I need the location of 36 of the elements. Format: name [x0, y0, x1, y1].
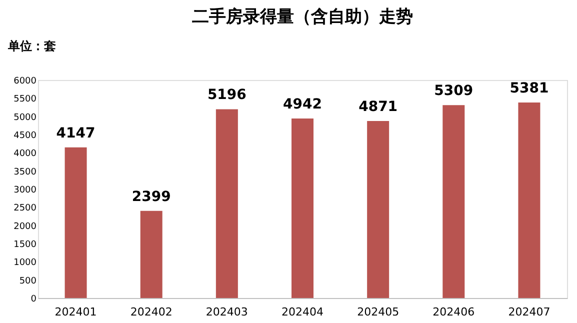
- y-tick-label: 5500: [14, 94, 37, 105]
- x-tick-label: 202407: [508, 306, 550, 318]
- x-tick-label: 202402: [130, 306, 172, 318]
- y-tick-label: 5000: [14, 112, 37, 123]
- y-tick-label: 3000: [14, 186, 37, 196]
- x-tick-label: 202403: [206, 306, 248, 318]
- bar: [64, 147, 87, 298]
- data-label: 5196: [207, 87, 246, 104]
- y-tick-label: 2500: [14, 204, 37, 214]
- data-label: 5381: [510, 80, 549, 96]
- y-tick-label: 3500: [14, 167, 37, 178]
- bar: [442, 105, 465, 298]
- data-label: 4871: [358, 99, 398, 116]
- x-tick-label: 202404: [282, 306, 324, 318]
- y-tick-label: 4000: [14, 149, 37, 160]
- y-tick-label: 4500: [14, 131, 37, 141]
- data-label: 5309: [434, 83, 474, 100]
- bar: [140, 210, 162, 298]
- data-label: 4942: [283, 96, 322, 112]
- x-tick-label: 202401: [54, 306, 97, 318]
- data-label: 2399: [132, 188, 171, 205]
- y-tick-label: 6000: [14, 76, 37, 86]
- bar: [367, 121, 390, 298]
- x-tick-label: 202405: [357, 306, 400, 318]
- bar: [216, 109, 238, 298]
- x-tick-label: 202406: [432, 306, 475, 318]
- bar: [518, 102, 540, 298]
- bar: [292, 118, 314, 298]
- chart-title: 二手房录得量（含自助）走势: [192, 7, 413, 27]
- y-tick-label: 1000: [14, 258, 37, 268]
- y-tick-label: 1500: [14, 240, 37, 250]
- y-tick-label: 0: [30, 294, 37, 304]
- y-tick-label: 500: [19, 276, 37, 286]
- y-tick-label: 2000: [14, 222, 37, 232]
- data-label: 4147: [56, 125, 96, 142]
- text: 单位：套: [7, 39, 56, 53]
